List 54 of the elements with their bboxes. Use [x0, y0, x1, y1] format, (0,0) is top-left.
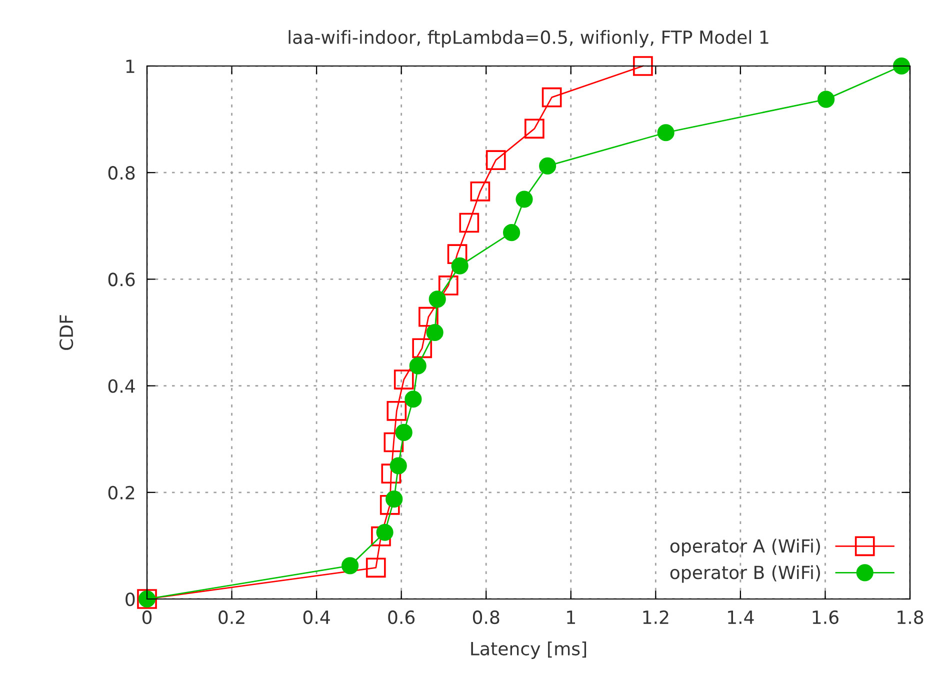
point	[426, 324, 444, 342]
x-tick-label: 0.2	[218, 610, 244, 624]
x-tick-label: 0.6	[388, 610, 415, 624]
point	[395, 424, 412, 441]
point	[503, 224, 520, 242]
point	[342, 557, 359, 574]
point	[486, 150, 506, 170]
point	[516, 190, 533, 208]
y-tick-label: 0.2	[108, 486, 134, 500]
point	[412, 338, 432, 358]
x-tick-label: 1.8	[898, 610, 924, 624]
point	[451, 257, 468, 274]
x-tick-label: 1	[567, 610, 575, 624]
point	[438, 276, 458, 296]
point	[418, 306, 438, 327]
y-tick-label: 0.4	[108, 379, 135, 393]
point	[390, 457, 407, 474]
y-axis-title: CDF	[59, 315, 74, 350]
x-tick-label: 0	[142, 610, 152, 624]
point	[394, 370, 414, 390]
point	[818, 90, 835, 108]
point	[409, 357, 426, 374]
point	[371, 526, 391, 546]
point	[633, 56, 653, 76]
point	[542, 87, 562, 108]
point	[524, 118, 544, 139]
point	[428, 290, 446, 308]
point	[459, 212, 480, 233]
y-tick-label: 0	[126, 592, 135, 606]
y-tick-label: 0.6	[108, 272, 135, 286]
point	[447, 244, 468, 264]
x-axis-title: Latency [ms]	[471, 641, 586, 659]
point	[376, 524, 394, 541]
y-tick-label: 0.8	[108, 166, 135, 180]
point	[380, 494, 400, 515]
point	[470, 181, 490, 202]
point	[384, 432, 404, 452]
point	[657, 124, 674, 142]
chart-title: laa-wifi-indoor, ftpLambda=0.5, wifionly, FTP Model 1	[288, 30, 768, 48]
point	[539, 157, 556, 174]
x-tick-label: 0.4	[303, 610, 330, 624]
point	[381, 464, 402, 484]
point	[366, 558, 386, 578]
point	[892, 57, 910, 75]
point	[386, 490, 403, 508]
x-tick-label: 1.4	[728, 610, 754, 624]
point	[404, 390, 422, 408]
legend-label: operator B (WiFi)	[670, 565, 820, 583]
point	[386, 400, 407, 421]
legend-label: operator A (WiFi)	[670, 538, 820, 556]
x-tick-label: 1.2	[643, 610, 668, 624]
x-tick-label: 1.6	[812, 610, 838, 624]
y-tick-label: 1	[126, 60, 134, 73]
x-tick-label: 0.8	[472, 610, 500, 624]
